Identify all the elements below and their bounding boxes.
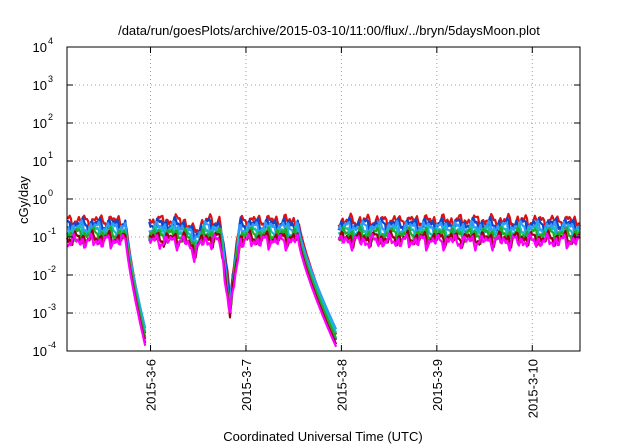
y-tick-exponent: 4 [48, 36, 53, 46]
y-tick-exponent: 1 [48, 150, 53, 160]
y-tick-label: 10 [33, 40, 47, 55]
series-layer [65, 212, 582, 348]
x-tick-label: 2015-3-7 [239, 359, 254, 411]
series-line [148, 232, 338, 348]
series-line [337, 232, 581, 252]
y-tick-exponent: -1 [48, 226, 56, 236]
y-tick-exponent: 2 [48, 112, 53, 122]
y-axis-label: cGy/day [16, 176, 31, 224]
y-tick-exponent: 0 [48, 188, 53, 198]
y-tick-label: 10 [33, 78, 47, 93]
chart-title: /data/run/goesPlots/archive/2015-03-10/1… [118, 23, 540, 38]
x-tick-label: 2015-3-6 [144, 359, 159, 411]
y-tick-exponent: 3 [48, 74, 53, 84]
y-tick-label: 10 [33, 192, 47, 207]
series-line [337, 219, 582, 239]
x-tick-label: 2015-3-8 [334, 359, 349, 411]
y-tick-label: 10 [33, 154, 47, 169]
y-tick-label: 10 [33, 344, 47, 359]
x-tick-label: 2015-3-9 [430, 359, 445, 411]
y-tick-exponent: -2 [48, 264, 56, 274]
x-axis-label: Coordinated Universal Time (UTC) [223, 429, 422, 444]
series-line [148, 226, 338, 339]
y-tick-label: 10 [33, 230, 47, 245]
y-tick-exponent: -4 [48, 340, 56, 350]
y-tick-label: 10 [33, 306, 47, 321]
y-tick-label: 10 [33, 116, 47, 131]
series-line [66, 232, 147, 346]
y-tick-exponent: -3 [48, 302, 56, 312]
y-tick-label: 10 [33, 268, 47, 283]
x-tick-label: 2015-3-10 [525, 359, 540, 418]
